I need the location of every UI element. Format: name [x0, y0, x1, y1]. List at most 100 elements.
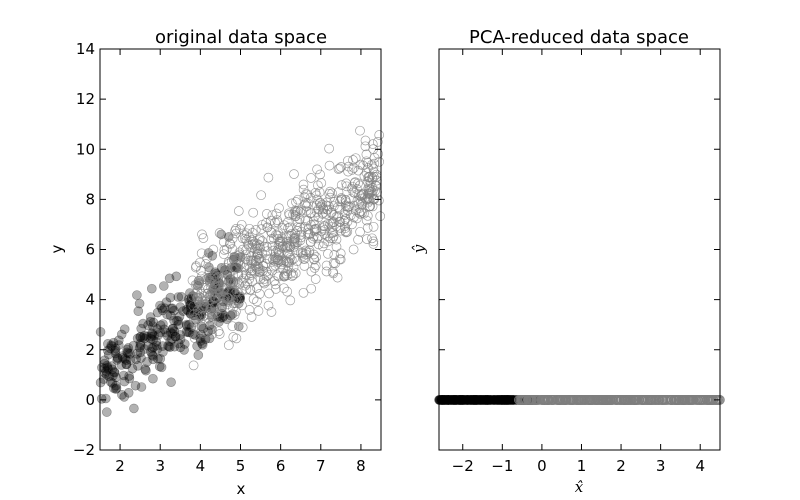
data-point — [289, 169, 299, 179]
x-tick-label: 6 — [276, 457, 286, 475]
data-point — [119, 392, 129, 402]
data-point — [552, 395, 563, 405]
data-point — [340, 200, 351, 211]
data-point — [275, 236, 286, 247]
data-point — [445, 395, 456, 405]
data-point — [141, 365, 151, 376]
data-point — [365, 184, 376, 195]
x-tick-label: 5 — [236, 457, 246, 475]
data-point — [478, 395, 488, 405]
data-point — [456, 395, 466, 405]
data-point — [244, 305, 255, 315]
data-point — [246, 266, 257, 276]
data-point — [132, 348, 142, 359]
data-point — [333, 187, 344, 197]
data-point — [158, 347, 168, 357]
data-point — [292, 256, 302, 267]
data-point — [488, 395, 498, 405]
data-point — [498, 395, 508, 405]
data-point — [197, 338, 207, 349]
data-point — [112, 355, 122, 365]
data-point — [482, 395, 493, 405]
data-point — [493, 395, 504, 405]
data-point — [453, 395, 463, 405]
data-point — [127, 363, 138, 374]
y-tick-label: 4 — [85, 291, 95, 309]
data-point — [466, 395, 477, 405]
data-point — [284, 208, 294, 219]
data-point — [138, 332, 148, 343]
data-point — [305, 237, 316, 248]
data-point — [189, 333, 200, 343]
data-point — [248, 294, 259, 304]
data-point — [448, 395, 459, 405]
data-point — [503, 395, 514, 405]
data-point — [575, 395, 586, 405]
data-point — [482, 395, 493, 405]
data-point — [488, 395, 499, 405]
data-point — [310, 224, 320, 234]
data-point — [95, 377, 106, 388]
data-point — [451, 395, 462, 405]
data-point — [463, 395, 474, 405]
data-point — [485, 395, 496, 405]
data-point — [155, 353, 166, 364]
data-point — [647, 395, 658, 405]
data-point — [459, 395, 470, 405]
data-point — [219, 249, 229, 260]
data-point — [300, 215, 311, 226]
data-point — [131, 354, 141, 365]
data-point — [261, 271, 272, 282]
data-point — [484, 395, 495, 405]
data-point — [466, 395, 476, 405]
data-point — [361, 215, 372, 226]
data-point — [482, 395, 493, 405]
data-point — [175, 302, 186, 312]
x-tick-label: 0 — [537, 457, 547, 475]
data-point — [189, 308, 200, 319]
data-point — [136, 323, 146, 334]
data-point — [478, 395, 489, 405]
data-point — [133, 360, 143, 371]
data-point — [104, 371, 114, 382]
data-point — [241, 284, 252, 295]
data-point — [176, 291, 187, 302]
data-point — [448, 395, 459, 405]
data-point — [129, 403, 139, 414]
data-point — [135, 340, 146, 351]
data-point — [475, 395, 486, 405]
data-point — [335, 254, 346, 265]
data-point — [367, 189, 377, 200]
data-point — [178, 306, 188, 316]
data-point — [234, 279, 244, 290]
data-point — [290, 205, 301, 216]
data-point — [455, 395, 466, 405]
data-point — [231, 224, 241, 234]
data-point — [114, 340, 124, 350]
data-point — [201, 274, 212, 285]
data-point — [670, 395, 680, 405]
data-point — [494, 395, 504, 405]
data-point — [174, 311, 185, 322]
data-point — [618, 395, 629, 405]
data-point — [279, 270, 290, 281]
data-point — [465, 395, 475, 405]
data-point — [446, 395, 456, 405]
data-point — [502, 395, 513, 405]
data-point — [490, 395, 501, 405]
data-point — [482, 395, 492, 405]
data-point — [121, 359, 132, 370]
data-point — [103, 338, 113, 349]
data-point — [205, 295, 215, 305]
data-point — [257, 248, 267, 259]
data-point — [122, 347, 132, 358]
data-point — [299, 254, 310, 264]
data-point — [169, 305, 179, 316]
data-point — [111, 372, 121, 383]
data-point — [162, 309, 172, 320]
data-point — [447, 395, 458, 405]
data-point — [542, 395, 553, 405]
data-point — [461, 395, 472, 405]
data-point — [475, 395, 485, 405]
